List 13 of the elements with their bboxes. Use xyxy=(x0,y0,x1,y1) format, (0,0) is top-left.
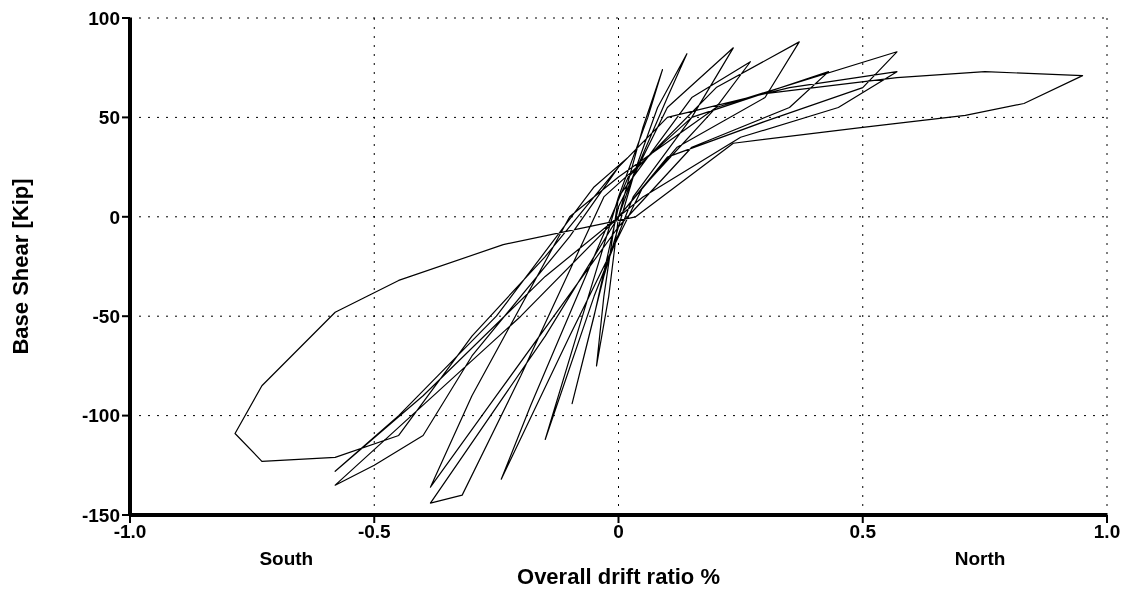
x-tick-label: -0.5 xyxy=(357,521,392,543)
x-tick-label: 1.0 xyxy=(1093,521,1121,543)
text: North xyxy=(954,548,1006,570)
x-tick-label: 0.5 xyxy=(849,521,877,543)
y-tick-label: 100 xyxy=(88,7,120,29)
text: South xyxy=(259,548,314,570)
y-axis-title: Base Shear [Kip] xyxy=(7,178,33,355)
x-axis-title: Overall drift ratio % xyxy=(517,564,720,589)
y-tick-label: 50 xyxy=(98,107,120,129)
y-tick-label: -50 xyxy=(92,305,120,327)
y-tick-label: 0 xyxy=(109,206,120,228)
y-tick-label: -100 xyxy=(81,405,120,427)
x-tick-label: 0 xyxy=(613,521,624,543)
